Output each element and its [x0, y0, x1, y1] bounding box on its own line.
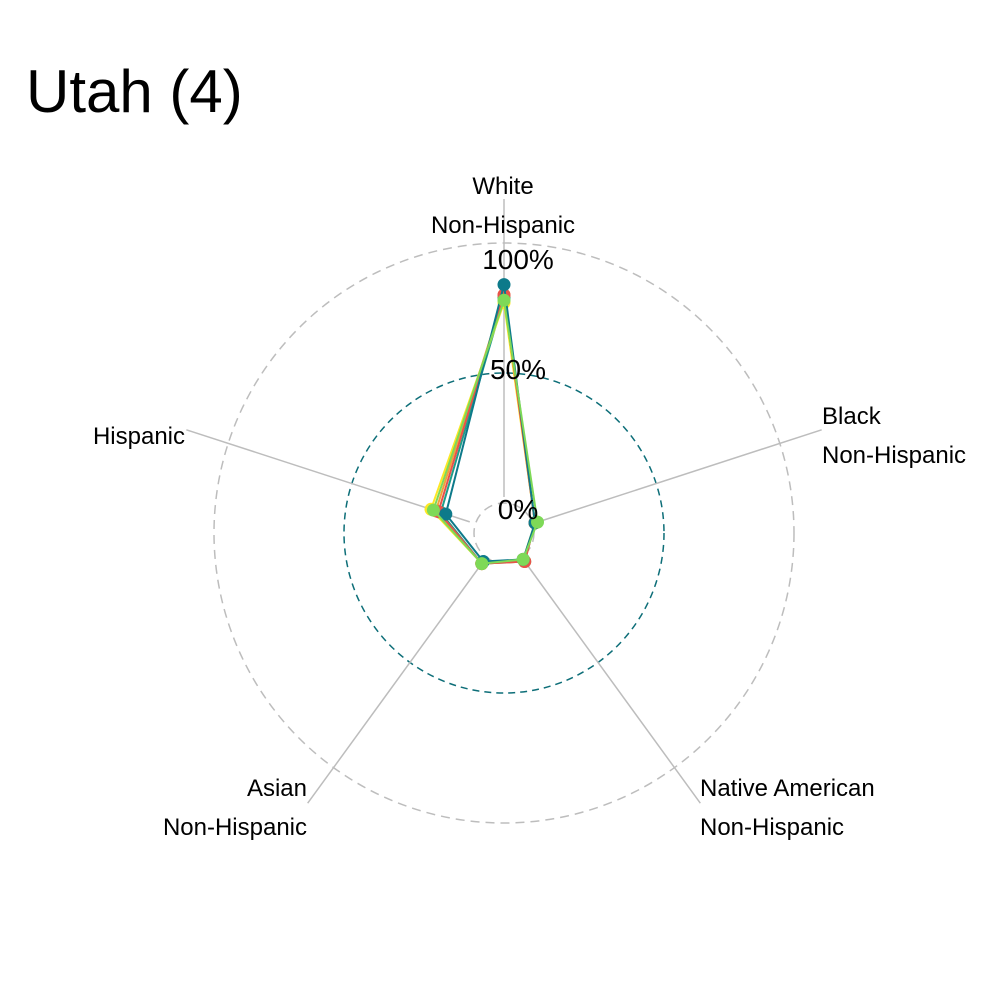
- ring-label-2: 100%: [482, 244, 554, 275]
- series-5-point-0: [497, 293, 511, 307]
- axis-label-3-line1: Asian: [247, 775, 307, 802]
- spoke-3: [307, 561, 484, 804]
- axis-label-1-line2: Non-Hispanic: [822, 442, 966, 469]
- axis-label-0-line1: White: [472, 173, 533, 200]
- ring-label-1: 50%: [490, 354, 546, 385]
- chart-title: Utah (4): [26, 58, 243, 125]
- grid-circle-50: [343, 372, 665, 694]
- series-4-point-4: [439, 507, 453, 521]
- series-5-point-2: [516, 552, 530, 566]
- radar-series: [424, 278, 544, 571]
- axis-label-4-line1: Hispanic: [93, 423, 185, 450]
- series-4-point-0: [497, 278, 511, 292]
- spoke-2: [524, 561, 701, 804]
- axis-label-2-line2: Non-Hispanic: [700, 814, 844, 841]
- axis-labels: White Non-Hispanic Black Non-Hispanic Native…: [93, 173, 966, 841]
- ring-labels: 0% 50% 100%: [482, 244, 554, 525]
- axis-label-2-line1: Native American: [700, 775, 875, 802]
- axis-label-1-line1: Black: [822, 403, 882, 430]
- radar-spokes: [186, 199, 822, 804]
- spoke-1: [538, 429, 822, 523]
- ring-label-0: 0%: [498, 494, 538, 525]
- axis-label-3-line2: Non-Hispanic: [163, 814, 307, 841]
- series-5-point-4: [426, 503, 440, 517]
- series-line-5: [432, 299, 539, 565]
- series-5-point-1: [531, 515, 544, 529]
- spoke-4: [186, 429, 470, 523]
- series-5-point-3: [475, 557, 489, 571]
- axis-label-0-line2: Non-Hispanic: [431, 212, 575, 239]
